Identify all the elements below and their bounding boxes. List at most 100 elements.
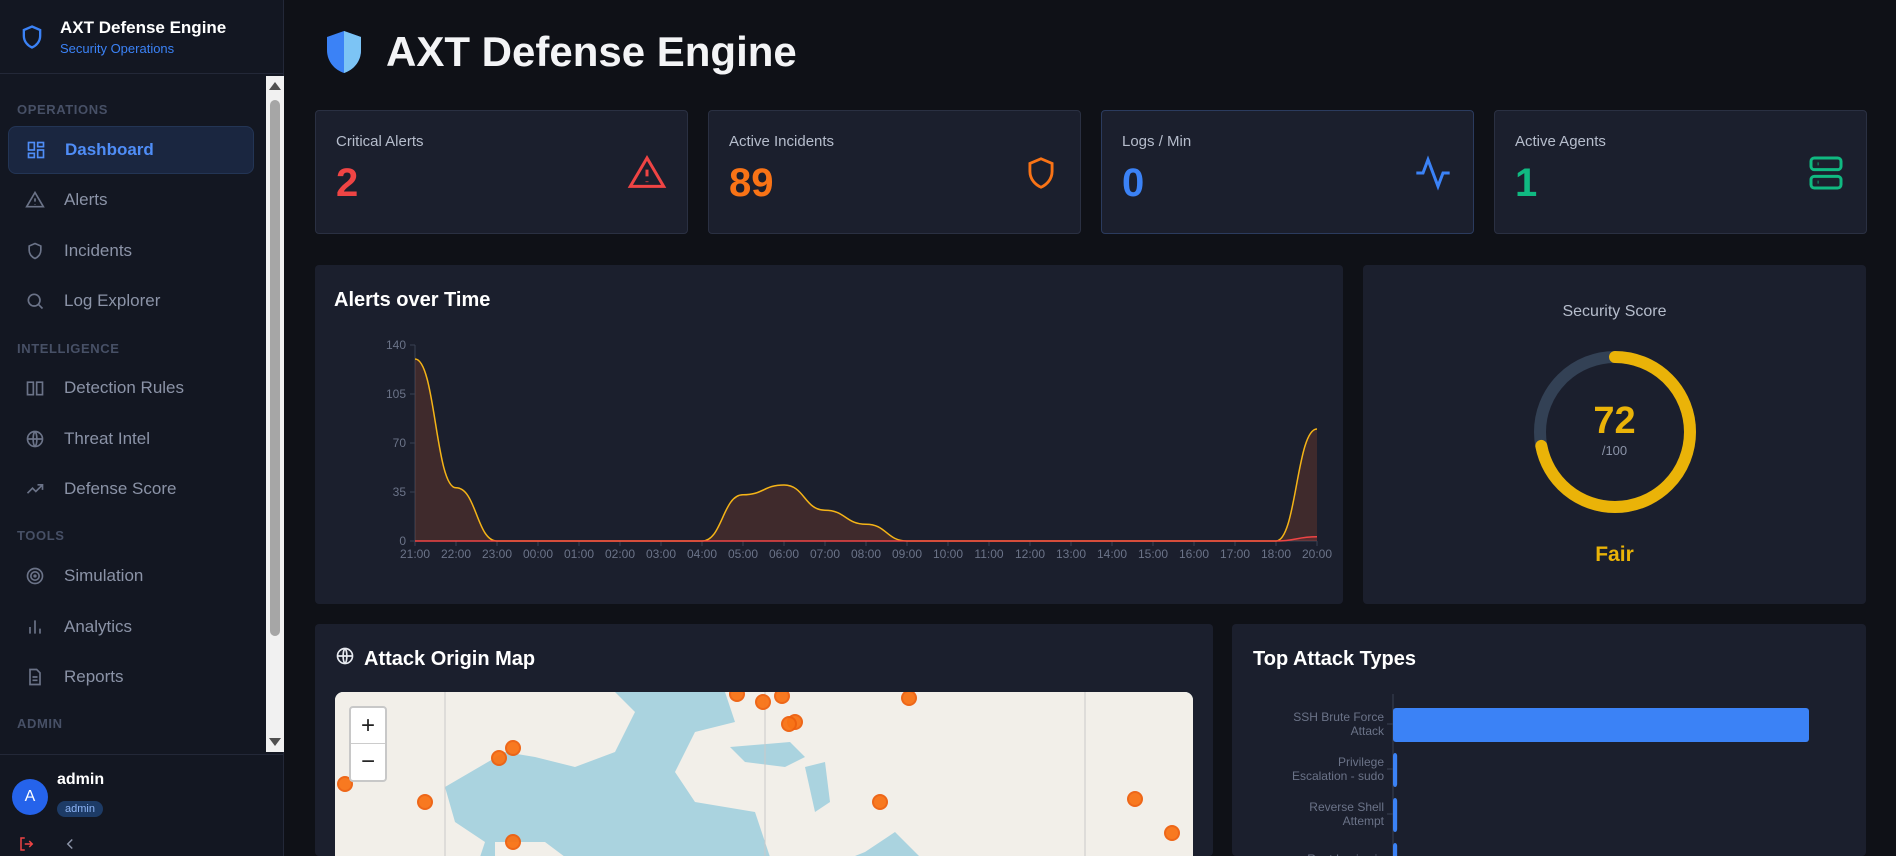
stat-label: Active Incidents [729,133,835,150]
map-zoom-control: + − [349,706,387,782]
x-tick-label: 23:00 [482,547,512,561]
x-tick-label: 13:00 [1056,547,1086,561]
stat-value: 89 [729,161,774,205]
alerts-over-time-card: Alerts over Time 0 35 70 105 140 21:00 22:00 23… [315,265,1343,604]
x-tick-label: 03:00 [646,547,676,561]
sidebar-scrollbar[interactable] [266,76,284,752]
logout-icon[interactable] [18,835,36,853]
scroll-down-arrow-icon[interactable] [269,738,281,746]
score-label: Security Score [1562,303,1667,320]
zoom-in-button[interactable]: + [351,708,385,744]
sidebar-item-incidents[interactable]: Incidents [8,227,254,275]
x-tick-label: 05:00 [728,547,758,561]
sidebar-item-label: Reports [64,667,124,686]
attack-type-bar[interactable] [1393,798,1398,832]
x-tick-label: 12:00 [1015,547,1045,561]
attack-origin-marker[interactable] [774,692,790,704]
globe-icon [24,428,46,450]
stat-card-active-agents[interactable]: Active Agents 1 [1494,110,1867,234]
attack-type-label: Privilege Escalation - sudo [1292,755,1384,783]
x-tick-label: 11:00 [974,547,1003,561]
sidebar-item-alerts[interactable]: Alerts [8,176,254,224]
stat-label: Active Agents [1515,133,1606,150]
y-tick-label: 70 [393,436,407,450]
x-tick-label: 16:00 [1179,547,1209,561]
series-line-0 [414,358,1318,542]
attack-origin-marker[interactable] [1127,791,1143,807]
attack-type-bar[interactable] [1393,708,1809,742]
sidebar-item-label: Incidents [64,241,133,260]
x-tick-label: 15:00 [1138,547,1168,561]
sidebar-item-label: Threat Intel [64,429,150,448]
score-gauge [1534,351,1696,513]
sidebar-item-label: Alerts [64,190,108,209]
user-panel: A admin admin [0,754,284,856]
nav-section-intelligence: INTELLIGENCE [17,341,120,356]
book-icon [24,377,46,399]
attack-origin-marker[interactable] [505,834,521,850]
attack-type-bar[interactable] [1393,753,1398,787]
scroll-up-arrow-icon[interactable] [269,82,281,90]
top-attack-types-card: Top Attack Types SSH Brute Force Attack Pr… [1232,624,1866,856]
scrollbar-thumb[interactable] [270,100,280,636]
y-tick-label: 105 [386,387,406,401]
sidebar-item-label: Analytics [64,617,133,636]
attack-origin-marker[interactable] [417,794,433,810]
sidebar-item-log-explorer[interactable]: Log Explorer [8,277,254,325]
attack-origin-marker[interactable] [729,692,745,702]
series-line-1 [415,536,1318,542]
attack-origin-marker[interactable] [491,750,507,766]
attack-origin-marker[interactable] [755,694,771,710]
attack-origin-marker[interactable] [781,716,797,732]
attack-origin-marker[interactable] [1164,825,1180,841]
attack-type-label: Reverse Shell Attempt [1309,800,1384,828]
security-score-card: Security Score 72 /100 Fair [1363,265,1866,604]
page-title: AXT Defense Engine [386,28,797,75]
x-tick-label: 10:00 [933,547,963,561]
stat-value: 0 [1122,161,1145,205]
stat-card-logs-per-min[interactable]: Logs / Min 0 [1101,110,1474,234]
zoom-out-button[interactable]: − [360,748,375,775]
sidebar-item-reports[interactable]: Reports [8,653,254,701]
shield-logo-icon [22,24,42,49]
sidebar-item-defense-score[interactable]: Defense Score [8,465,254,513]
dashboard-icon [25,139,47,161]
sidebar-item-detection-rules[interactable]: Detection Rules [8,364,254,412]
sidebar-item-threat-intel[interactable]: Threat Intel [8,415,254,463]
y-tick-label: 35 [393,485,407,499]
sidebar-item-dashboard[interactable]: Dashboard [8,126,254,174]
user-name: admin [57,771,105,788]
sidebar-item-analytics[interactable]: Analytics [8,603,254,651]
score-rating: Fair [1595,543,1634,566]
attack-origin-marker[interactable] [872,794,888,810]
shield-logo-icon [327,31,361,73]
stat-label: Logs / Min [1122,133,1192,150]
attack-origin-marker[interactable] [505,740,521,756]
attack-origin-map[interactable]: + − [335,692,1193,856]
stat-card-critical-alerts[interactable]: Critical Alerts 2 [315,110,688,234]
alerts-over-time-chart: 0 35 70 105 140 21:00 22:00 23:00 00:00 01:00 02:0… [386,338,1332,561]
sidebar-item-simulation[interactable]: Simulation [8,552,254,600]
nav-section-admin: ADMIN [17,716,63,731]
stat-value: 1 [1515,161,1538,205]
y-tick-label: 140 [386,338,406,352]
attack-origin-marker[interactable] [901,692,917,706]
target-icon [24,565,46,587]
x-tick-label: 04:00 [687,547,717,561]
collapse-sidebar-icon[interactable] [64,835,76,853]
stat-label: Critical Alerts [336,133,424,150]
sidebar-item-label: Dashboard [65,140,154,159]
attack-type-bar[interactable] [1393,843,1398,856]
warning-icon [627,155,667,188]
page-header: AXT Defense Engine [324,28,797,76]
activity-icon [1416,155,1450,191]
brand[interactable]: AXT Defense Engine Security Operations [0,0,283,74]
nav-section-tools: TOOLS [17,528,65,543]
stat-card-active-incidents[interactable]: Active Incidents 89 [708,110,1081,234]
avatar[interactable]: A [12,779,48,815]
user-role-badge: admin [57,801,103,817]
stat-value: 2 [336,161,359,205]
nav-section-operations: OPERATIONS [17,102,108,117]
warning-icon [24,189,46,211]
chart-title: Alerts over Time [334,289,491,311]
